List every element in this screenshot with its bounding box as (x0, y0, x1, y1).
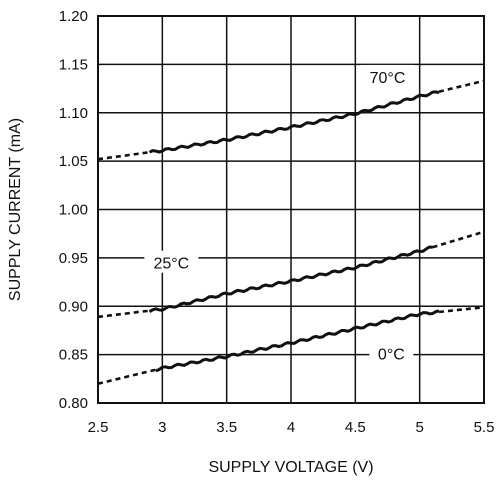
x-axis-title: SUPPLY VOLTAGE (V) (208, 459, 373, 476)
y-tick-label: 1.00 (59, 202, 88, 219)
x-tick-label: 3 (158, 419, 166, 436)
x-tick-label: 2.5 (88, 419, 109, 436)
tick-labels: 2.5 3 3.5 4 4.5 5 5.5 0.80 0.85 0.90 0.95 1.00 1.05 1… (59, 8, 495, 436)
series-label-0c: 0°C (378, 347, 405, 364)
series-70c-line (148, 90, 440, 154)
series-label-background (144, 250, 199, 273)
y-tick-label: 0.85 (59, 347, 88, 364)
series-label-70c: 70°C (370, 70, 406, 87)
series-25c-line (148, 245, 433, 313)
y-tick-label: 1.20 (59, 8, 88, 25)
series-label-25c: 25°C (153, 256, 189, 273)
x-tick-label: 4 (287, 419, 295, 436)
y-tick-label: 1.15 (59, 56, 88, 73)
series-0c-extrapolated (438, 305, 485, 314)
x-tick-label: 4.5 (345, 419, 366, 436)
x-tick-label: 5 (415, 419, 423, 436)
series-25c-extrapolated (432, 230, 485, 249)
series-70c-extrapolated (97, 150, 150, 161)
series-0c-extrapolated (97, 368, 157, 385)
y-tick-label: 0.90 (59, 298, 88, 315)
y-axis-title: SUPPLY CURRENT (mA) (7, 118, 24, 301)
y-tick-label: 0.95 (59, 250, 88, 267)
y-tick-label: 0.80 (59, 395, 88, 412)
grid-lines (97, 15, 485, 404)
x-tick-label: 5.5 (474, 419, 495, 436)
series-label-background (369, 341, 414, 364)
series-labels: 70°C 25°C 0°C (144, 64, 415, 364)
series-70c-extrapolated (438, 79, 485, 93)
plot-frame (97, 15, 485, 404)
x-tick-label: 3.5 (216, 419, 237, 436)
series-label-background (360, 64, 415, 87)
series-0c-line (155, 309, 440, 373)
series-25c-extrapolated (97, 309, 150, 319)
y-tick-label: 1.10 (59, 105, 88, 122)
y-tick-label: 1.05 (59, 153, 88, 170)
series-lines (97, 79, 485, 385)
